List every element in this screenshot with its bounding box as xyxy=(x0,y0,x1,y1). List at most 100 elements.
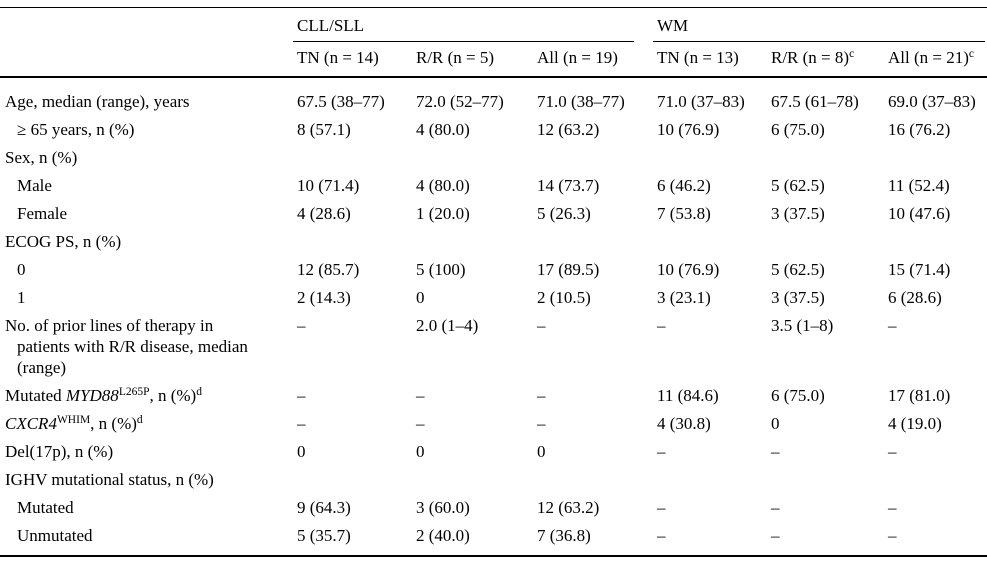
data-cell: 0 xyxy=(537,442,546,461)
data-cell: 71.0 (37–83) xyxy=(657,92,745,111)
col-label: R/R (n = 5) xyxy=(416,48,495,67)
data-cell xyxy=(412,228,533,256)
col-header-wm-rr: R/R (n = 8)c xyxy=(767,42,884,78)
data-cell: 3 (60.0) xyxy=(416,498,470,517)
row-label: No. of prior lines of therapy in patient… xyxy=(0,312,293,382)
row-cxcr4: CXCR4WHIM, n (%)d – – – 4 (30.8) 0 4 (19… xyxy=(0,410,987,438)
col-label: All (n = 21) xyxy=(888,48,969,67)
row-ge65: ≥ 65 years, n (%) 8 (57.1) 4 (80.0) 12 (… xyxy=(0,116,987,144)
label-line: No. of prior lines of therapy in xyxy=(5,316,214,335)
data-cell: 0 xyxy=(416,442,425,461)
col-header-wm-tn: TN (n = 13) xyxy=(653,42,767,78)
row-label: Male xyxy=(17,176,52,195)
group-label: CLL/SLL xyxy=(297,16,365,35)
data-cell: – xyxy=(771,498,780,517)
data-cell: 8 (57.1) xyxy=(297,120,351,139)
row-prior-lines: No. of prior lines of therapy in patient… xyxy=(0,312,987,382)
data-cell: – xyxy=(888,442,897,461)
data-cell: 3 (37.5) xyxy=(771,204,825,223)
data-cell xyxy=(767,144,884,172)
data-cell xyxy=(767,228,884,256)
corner-cell xyxy=(0,7,293,42)
data-cell: 6 (75.0) xyxy=(771,120,825,139)
data-cell xyxy=(884,144,987,172)
data-cell: 2.0 (1–4) xyxy=(416,316,479,335)
data-cell: – xyxy=(767,522,884,557)
data-cell: 15 (71.4) xyxy=(888,260,951,279)
data-cell: – xyxy=(771,442,780,461)
label-text: , n (%) xyxy=(90,414,137,433)
data-cell: 4 (28.6) xyxy=(297,204,351,223)
footnote-marker: c xyxy=(968,48,974,60)
data-cell: 0 xyxy=(297,442,306,461)
data-cell: 6 (75.0) xyxy=(771,386,825,405)
row-label: Unmutated xyxy=(0,522,293,557)
data-cell: 9 (64.3) xyxy=(297,498,351,517)
data-cell: 4 (30.8) xyxy=(657,414,711,433)
data-cell: 5 (35.7) xyxy=(293,522,412,557)
data-cell: 1 (20.0) xyxy=(416,204,470,223)
data-cell xyxy=(884,466,987,494)
data-cell: – xyxy=(416,386,425,405)
data-cell: – xyxy=(657,316,666,335)
data-cell: 4 (80.0) xyxy=(416,176,470,195)
col-label: TN (n = 14) xyxy=(297,48,379,67)
data-cell: 10 (76.9) xyxy=(657,120,720,139)
row-sex: Sex, n (%) xyxy=(0,144,987,172)
data-cell: 72.0 (52–77) xyxy=(416,92,504,111)
data-cell: 17 (81.0) xyxy=(888,386,951,405)
data-cell: – xyxy=(653,522,767,557)
data-cell: 5 (62.5) xyxy=(771,260,825,279)
data-cell: 7 (36.8) xyxy=(533,522,653,557)
gene-name: CXCR4 xyxy=(5,414,57,433)
data-cell: 67.5 (38–77) xyxy=(297,92,385,111)
row-del17p: Del(17p), n (%) 0 0 0 – – – xyxy=(0,438,987,466)
data-cell: 4 (19.0) xyxy=(888,414,942,433)
data-cell xyxy=(653,144,767,172)
data-cell: – xyxy=(297,386,306,405)
patient-characteristics-table: CLL/SLL WM TN (n = 14) R/R (n = 5) All (… xyxy=(0,7,987,557)
row-label: IGHV mutational status, n (%) xyxy=(5,470,214,489)
col-label: All (n = 19) xyxy=(537,48,618,67)
data-cell: – xyxy=(297,414,306,433)
data-cell: 2 (40.0) xyxy=(412,522,533,557)
data-cell: 69.0 (37–83) xyxy=(888,92,976,111)
data-cell: 10 (76.9) xyxy=(657,260,720,279)
data-cell: 3.5 (1–8) xyxy=(771,316,834,335)
group-header-cll-sll: CLL/SLL xyxy=(293,7,653,43)
data-cell: 5 (100) xyxy=(416,260,466,279)
row-label: 1 xyxy=(17,288,26,307)
data-cell: 2 (10.5) xyxy=(537,288,591,307)
data-cell xyxy=(653,228,767,256)
gene-name: MYD88 xyxy=(65,386,119,405)
row-ighv-unmutated: Unmutated 5 (35.7) 2 (40.0) 7 (36.8) – –… xyxy=(0,522,987,557)
data-cell: – xyxy=(657,498,666,517)
row-label: Del(17p), n (%) xyxy=(5,442,114,461)
data-cell: 0 xyxy=(416,288,425,307)
data-cell: 11 (84.6) xyxy=(657,386,719,405)
data-cell: 3 (23.1) xyxy=(657,288,711,307)
col-header-wm-all: All (n = 21)c xyxy=(884,42,987,78)
data-cell: – xyxy=(416,414,425,433)
data-cell: 16 (76.2) xyxy=(888,120,951,139)
data-cell: 67.5 (61–78) xyxy=(771,92,859,111)
data-cell xyxy=(533,466,653,494)
data-cell xyxy=(293,466,412,494)
row-label: Mutated xyxy=(17,498,74,517)
data-cell xyxy=(533,144,653,172)
row-ecog: ECOG PS, n (%) xyxy=(0,228,987,256)
data-cell: 2 (14.3) xyxy=(297,288,351,307)
data-cell: 6 (46.2) xyxy=(657,176,711,195)
data-cell: 14 (73.7) xyxy=(537,176,600,195)
row-label: ECOG PS, n (%) xyxy=(5,232,122,251)
data-cell xyxy=(412,144,533,172)
col-header-cll-tn: TN (n = 14) xyxy=(293,42,412,78)
data-cell: – xyxy=(537,316,546,335)
row-label: Female xyxy=(17,204,68,223)
row-label: ≥ 65 years, n (%) xyxy=(17,120,135,139)
label-text: , n (%) xyxy=(149,386,197,405)
row-label: 0 xyxy=(17,260,26,279)
data-cell: 12 (85.7) xyxy=(297,260,360,279)
row-ecog-1: 1 2 (14.3) 0 2 (10.5) 3 (23.1) 3 (37.5) … xyxy=(0,284,987,312)
data-cell: 7 (53.8) xyxy=(657,204,711,223)
